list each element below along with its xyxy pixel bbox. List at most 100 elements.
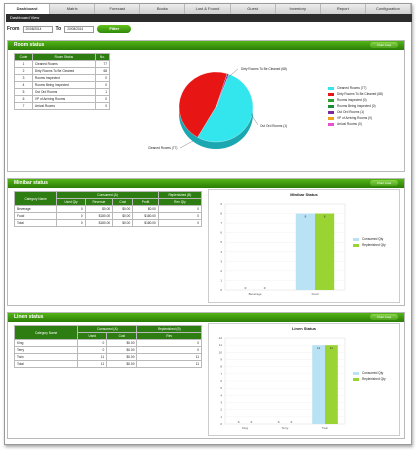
linen-status-header: Linen status Chart Area — [8, 313, 404, 322]
tab-lost-found[interactable]: Lost & Found — [185, 4, 231, 14]
linen-chart: Linen Status 0 1 2 3 4 5 6 7 8 9 10 11 12 King 0 0 Terry… — [208, 323, 400, 436]
bar-label: 0 — [251, 420, 253, 424]
legend-label: Rooms Being Inspected (0) — [337, 104, 376, 108]
bar — [315, 213, 335, 290]
to-label: To — [55, 26, 62, 32]
linen-group-replenished: Replenished (B) — [136, 325, 202, 333]
legend-item: Replenished Qty — [353, 376, 386, 382]
tab-guest[interactable]: Guest — [230, 4, 276, 14]
table-cell: $0.00 — [106, 339, 138, 347]
table-cell: $0.00 — [106, 346, 138, 354]
table-cell: 68 — [94, 67, 111, 75]
table-row: Twin 11 $0.00 11 — [13, 353, 202, 361]
table-cell: $180.00 — [84, 212, 114, 220]
bar-label: 8 — [324, 215, 326, 219]
y-tick-label: 12 — [219, 336, 223, 340]
y-tick-label: 6 — [220, 231, 222, 235]
minibar-chart-title: Minibar Status — [290, 192, 318, 197]
legend-swatch — [328, 110, 334, 114]
minibar-chart: Minibar Status 0 1 2 3 4 5 6 7 8 9 Beverage 0 0 Food 8… — [208, 189, 400, 303]
tab-report[interactable]: Report — [320, 4, 366, 14]
tab-dashboard[interactable]: Dashboard — [5, 4, 51, 14]
to-date-input[interactable]: 20/08/2014 — [64, 25, 95, 33]
x-tick-label: Twin — [322, 426, 329, 430]
minibar-col-header: Used Qty — [56, 198, 86, 206]
room-col-header: No. — [94, 53, 111, 61]
linen-col-header: Cost — [106, 332, 138, 340]
table-cell: 11 — [136, 360, 202, 368]
table-cell: Total — [13, 219, 58, 227]
linen-status-title: Linen status — [14, 314, 44, 320]
table-row: 5 Out Ord Rooms 1 — [14, 88, 111, 96]
bar-label: 0 — [291, 420, 293, 424]
main-tabs: Dashboard Matrix Forecast Books Lost & Found… — [5, 4, 411, 14]
table-cell: Out Ord Rooms — [31, 88, 96, 96]
minibar-chart-button[interactable]: Chart Area — [370, 180, 398, 186]
room-chart-button[interactable]: Chart Area — [370, 42, 398, 48]
pie-label-clean: Cleaned Rooms (77) — [148, 146, 178, 150]
y-tick-label: 2 — [220, 269, 222, 273]
legend-label: Rooms Inspected (0) — [337, 98, 367, 102]
legend-item: Arrival Rooms (0) — [328, 121, 383, 127]
minibar-col-header: Rev Qty — [157, 198, 203, 206]
pie-slice-out-ord-rooms — [215, 73, 229, 108]
table-cell: Beverage — [13, 205, 58, 213]
y-tick-label: 1 — [220, 278, 222, 282]
from-date-input[interactable]: 20/08/2014 — [22, 25, 53, 33]
legend-swatch — [328, 122, 334, 126]
y-tick-label: 8 — [220, 212, 222, 216]
table-row: Total 11 $0.00 11 — [13, 360, 202, 368]
room-status-title: Room status — [14, 42, 45, 48]
y-tick-label: 7 — [220, 372, 222, 376]
tab-books[interactable]: Books — [140, 4, 186, 14]
table-cell: Cleaned Rooms — [31, 60, 96, 68]
bar-label: 11 — [330, 346, 333, 350]
legend-item: Consumed Qty — [353, 370, 386, 376]
tab-inventory[interactable]: Inventory — [275, 4, 321, 14]
legend-label: Dirty Rooms To Be Cleaned (68) — [337, 92, 383, 96]
legend-item: Out Ord Rooms (1) — [328, 109, 383, 115]
pie-label-dirty: Dirty Rooms To Be Cleaned (68) — [241, 67, 287, 71]
legend-label: Arrival Rooms (0) — [337, 122, 362, 126]
table-cell: 0 — [77, 346, 108, 354]
table-cell: $180.00 — [132, 219, 159, 227]
legend-label: Replenished Qty — [362, 377, 386, 381]
legend-swatch — [328, 92, 334, 96]
legend-label: Cleaned Rooms (77) — [337, 86, 367, 90]
x-tick-label: Terry — [282, 426, 289, 430]
tab-matrix[interactable]: Matrix — [50, 4, 96, 14]
room-status-table: Code Room Status No. 1 Cleaned Rooms 77 2 Dirt… — [14, 53, 111, 110]
minibar-status-header: Minibar status Chart Area — [8, 179, 404, 188]
linen-chart-button[interactable]: Chart Area — [370, 314, 398, 320]
y-tick-label: 1 — [220, 415, 222, 419]
table-cell: 0 — [94, 81, 111, 89]
legend-swatch — [353, 371, 359, 375]
y-tick-label: 5 — [220, 240, 222, 244]
filter-button[interactable]: Filter — [97, 25, 132, 33]
y-tick-label: 9 — [220, 358, 222, 362]
bar-label: 11 — [317, 346, 320, 350]
bar-label: 0 — [245, 286, 247, 290]
minibar-group-consumed: Consumed (A) — [56, 191, 159, 199]
table-cell: Rooms Inspected — [31, 74, 96, 82]
bar — [312, 345, 325, 424]
y-tick-label: 11 — [219, 343, 222, 347]
minibar-table: Category Name Consumed (A) Replenished (… — [13, 191, 203, 227]
linen-status-panel: Linen status Chart Area Category Name Co… — [7, 312, 405, 439]
tab-configuration[interactable]: Configuration — [365, 4, 411, 14]
legend-item: Consumed Qty — [353, 236, 386, 242]
table-cell: 7 — [14, 102, 33, 110]
x-tick-label: Beverage — [249, 292, 262, 296]
table-cell: Arrival Rooms — [31, 102, 96, 110]
tab-forecast[interactable]: Forecast — [95, 4, 141, 14]
legend-swatch — [328, 86, 334, 90]
minibar-legend: Consumed Qty Replenished Qty — [353, 236, 386, 248]
legend-swatch — [353, 237, 359, 241]
y-tick-label: 0 — [220, 288, 222, 292]
table-cell: Terry — [13, 346, 79, 354]
table-cell: 0 — [94, 95, 111, 103]
pie-slice-cleaned-rooms — [197, 73, 254, 143]
table-row: 4 Rooms Being Inspected 0 — [14, 81, 111, 89]
table-cell: 3 — [14, 74, 33, 82]
